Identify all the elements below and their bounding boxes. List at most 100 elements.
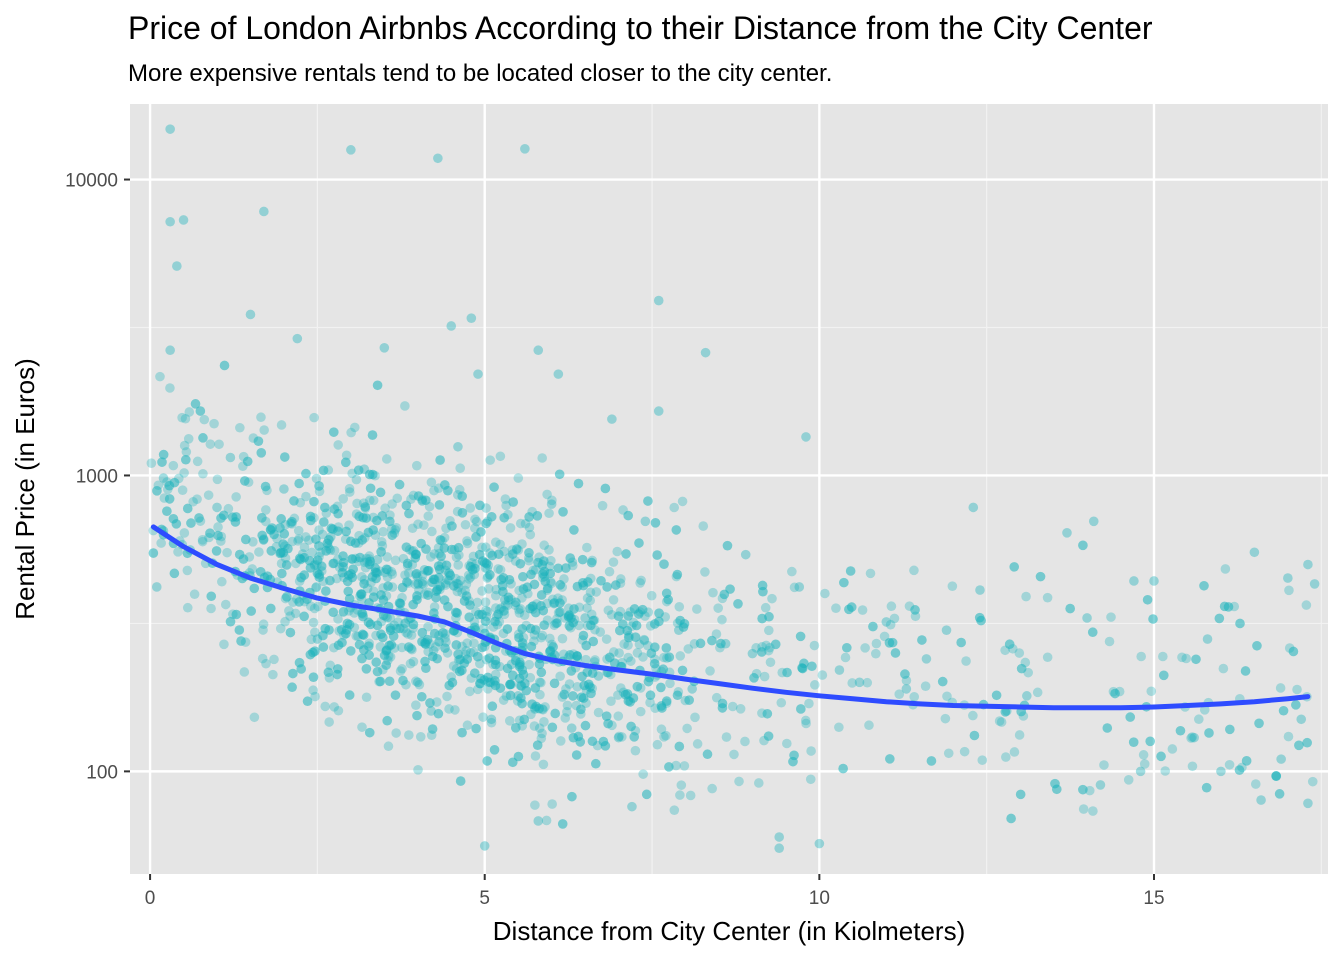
data-point <box>653 295 664 306</box>
data-point <box>1302 737 1312 748</box>
data-point <box>366 577 376 588</box>
data-point <box>361 513 372 523</box>
data-point <box>182 503 193 514</box>
data-point <box>507 670 518 681</box>
data-point <box>296 664 306 674</box>
data-point <box>478 712 488 722</box>
data-point <box>227 512 238 522</box>
data-point <box>520 518 531 529</box>
data-point <box>480 616 491 626</box>
data-point <box>323 667 334 678</box>
data-point <box>426 477 437 488</box>
data-point <box>315 547 326 558</box>
data-point <box>512 696 523 706</box>
data-point <box>294 576 305 587</box>
data-point <box>524 512 534 522</box>
data-point <box>1102 723 1113 733</box>
data-point <box>338 562 348 572</box>
data-point <box>358 512 368 523</box>
data-point <box>542 598 552 609</box>
data-point <box>238 461 248 472</box>
data-point <box>1158 670 1169 681</box>
data-point <box>403 578 413 588</box>
data-point <box>539 540 549 551</box>
trend-line <box>150 524 1311 711</box>
data-point <box>692 604 702 614</box>
data-point <box>329 558 339 568</box>
data-point <box>520 678 530 689</box>
data-point <box>842 642 852 653</box>
data-point <box>1035 571 1046 582</box>
data-point <box>213 522 223 532</box>
data-point <box>1135 766 1146 777</box>
data-point <box>600 741 611 751</box>
data-point <box>471 559 481 569</box>
data-point <box>518 632 529 643</box>
data-point <box>774 832 784 842</box>
data-point <box>377 632 388 643</box>
data-point <box>439 595 450 605</box>
data-point <box>158 449 169 460</box>
data-point <box>583 679 594 690</box>
data-point <box>479 841 490 851</box>
data-point <box>475 678 485 689</box>
data-point <box>1214 613 1225 624</box>
data-point <box>845 566 856 576</box>
data-point <box>380 503 390 514</box>
data-point <box>464 612 475 622</box>
data-point <box>650 703 660 714</box>
data-point <box>735 704 746 714</box>
data-point <box>493 609 503 620</box>
data-point <box>1001 752 1011 762</box>
data-point <box>801 432 811 442</box>
data-point <box>491 584 502 595</box>
data-point <box>465 561 476 572</box>
data-point <box>283 543 293 554</box>
data-point <box>537 630 548 641</box>
data-point <box>223 503 234 514</box>
data-point <box>239 667 250 677</box>
data-point <box>653 406 664 416</box>
data-point <box>344 593 355 604</box>
data-point <box>996 717 1007 727</box>
data-point <box>756 647 767 657</box>
data-point <box>633 609 644 619</box>
data-point <box>679 618 690 629</box>
data-point <box>926 756 937 766</box>
data-point <box>758 586 768 597</box>
data-point <box>465 561 476 572</box>
data-point <box>485 677 495 688</box>
data-point <box>627 621 637 632</box>
data-point <box>364 495 375 506</box>
data-point <box>622 625 633 636</box>
data-point <box>455 463 465 473</box>
data-point <box>312 568 323 579</box>
data-point <box>910 611 921 622</box>
data-point <box>534 659 545 669</box>
data-point <box>346 427 356 438</box>
grid-minor <box>130 104 1328 874</box>
data-point <box>334 626 344 636</box>
data-point <box>487 701 498 712</box>
data-point <box>740 736 750 747</box>
data-point <box>442 574 452 585</box>
data-point <box>173 547 183 557</box>
data-point <box>349 622 360 633</box>
data-point <box>367 469 378 480</box>
data-point <box>385 510 395 520</box>
data-point <box>857 605 868 615</box>
data-point <box>470 563 480 574</box>
data-point <box>444 575 454 586</box>
data-point <box>377 632 388 643</box>
data-point <box>537 704 548 714</box>
data-point <box>148 548 159 558</box>
data-point <box>622 689 633 699</box>
data-point <box>502 663 513 674</box>
data-point <box>734 776 744 787</box>
data-point <box>257 653 268 664</box>
data-point <box>539 566 550 577</box>
data-point <box>452 586 463 597</box>
data-point <box>323 541 333 551</box>
data-point <box>259 206 269 217</box>
data-point <box>540 702 550 712</box>
